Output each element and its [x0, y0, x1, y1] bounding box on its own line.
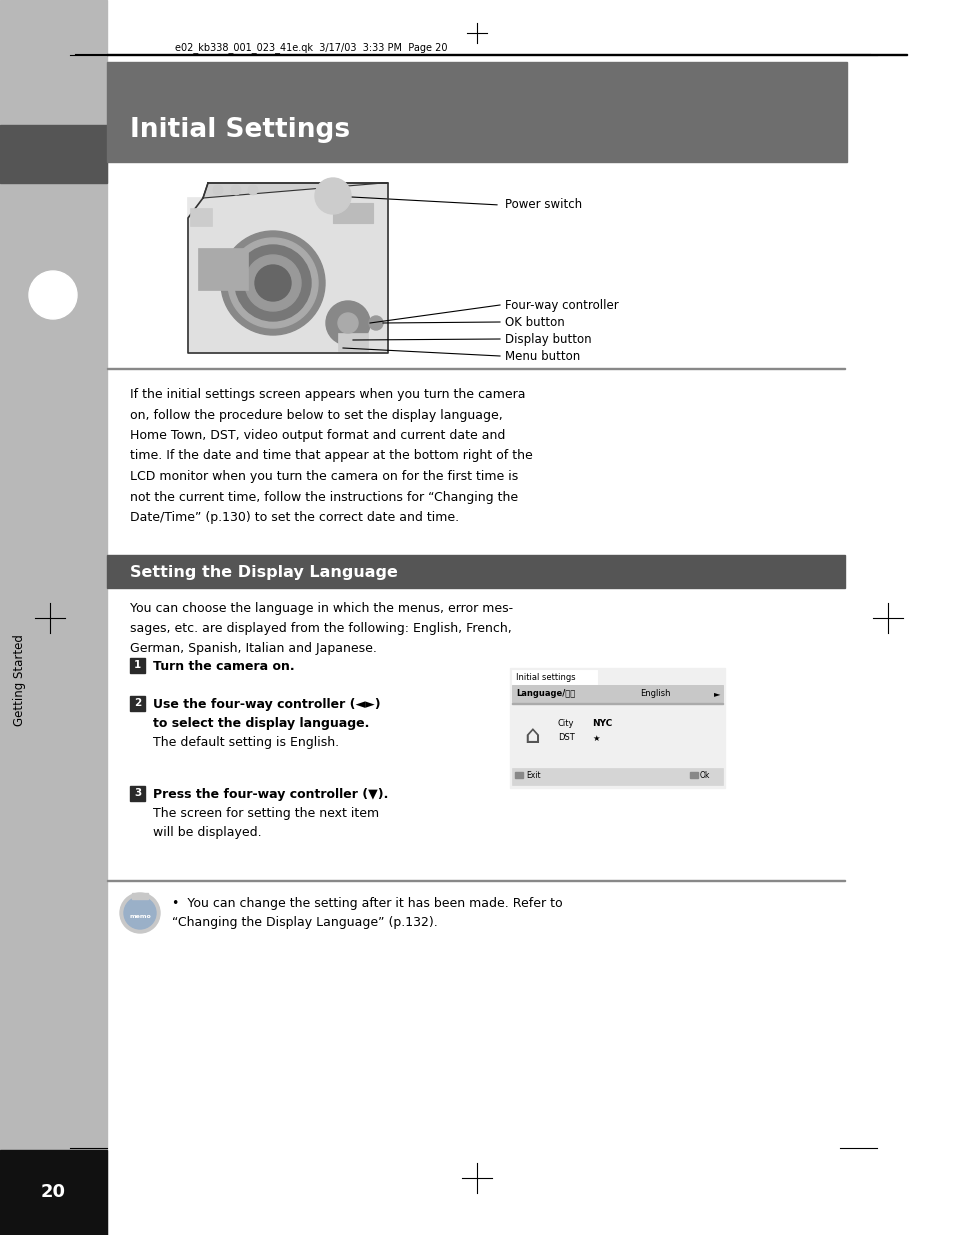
- Text: memo: memo: [129, 914, 151, 920]
- Text: The screen for setting the next item: The screen for setting the next item: [152, 806, 378, 820]
- Text: Display button: Display button: [504, 332, 591, 346]
- Text: If the initial settings screen appears when you turn the camera: If the initial settings screen appears w…: [130, 388, 525, 401]
- Text: •  You can change the setting after it has been made. Refer to: • You can change the setting after it ha…: [172, 897, 562, 910]
- Text: Power switch: Power switch: [504, 199, 581, 211]
- Text: time. If the date and time that appear at the bottom right of the: time. If the date and time that appear a…: [130, 450, 532, 462]
- Bar: [107, 555, 844, 588]
- Text: Setting the Display Language: Setting the Display Language: [130, 564, 397, 579]
- Bar: [0, 0, 107, 1235]
- Text: 1: 1: [133, 661, 141, 671]
- Text: e02_kb338_001_023_41e.qk  3/17/03  3:33 PM  Page 20: e02_kb338_001_023_41e.qk 3/17/03 3:33 PM…: [174, 42, 447, 53]
- Text: “Changing the Display Language” (p.132).: “Changing the Display Language” (p.132).: [172, 916, 437, 929]
- Text: ⌂: ⌂: [523, 724, 539, 748]
- Text: Use the four-way controller (◄►): Use the four-way controller (◄►): [152, 698, 380, 711]
- Bar: [337, 333, 368, 351]
- Bar: [130, 658, 145, 673]
- Bar: [689, 772, 698, 778]
- Circle shape: [29, 270, 77, 319]
- Circle shape: [245, 254, 301, 311]
- Text: ★: ★: [592, 734, 598, 742]
- Bar: [512, 768, 722, 785]
- Bar: [132, 893, 148, 899]
- Text: to select the display language.: to select the display language.: [152, 718, 369, 730]
- Circle shape: [248, 185, 257, 195]
- Text: Ok: Ok: [700, 772, 710, 781]
- Text: You can choose the language in which the menus, error mes-: You can choose the language in which the…: [130, 601, 513, 615]
- Circle shape: [254, 266, 291, 301]
- Text: LCD monitor when you turn the camera on for the first time is: LCD monitor when you turn the camera on …: [130, 471, 517, 483]
- Text: German, Spanish, Italian and Japanese.: German, Spanish, Italian and Japanese.: [130, 642, 376, 655]
- Text: will be displayed.: will be displayed.: [152, 826, 261, 839]
- Text: The default setting is English.: The default setting is English.: [152, 736, 338, 748]
- Polygon shape: [188, 183, 388, 353]
- Text: 20: 20: [40, 1183, 66, 1200]
- Circle shape: [337, 312, 357, 333]
- Bar: [130, 697, 145, 711]
- Text: Home Town, DST, video output format and current date and: Home Town, DST, video output format and …: [130, 429, 505, 442]
- Text: ►: ►: [713, 689, 720, 698]
- Text: 2: 2: [133, 699, 141, 709]
- Text: Menu button: Menu button: [504, 350, 579, 363]
- Bar: [130, 785, 145, 802]
- Text: Initial settings: Initial settings: [516, 673, 575, 682]
- Polygon shape: [203, 183, 388, 198]
- Circle shape: [234, 245, 311, 321]
- Text: sages, etc. are displayed from the following: English, French,: sages, etc. are displayed from the follo…: [130, 622, 511, 635]
- Text: City: City: [558, 719, 574, 727]
- Text: not the current time, follow the instructions for “Changing the: not the current time, follow the instruc…: [130, 490, 517, 504]
- Circle shape: [231, 185, 241, 195]
- Circle shape: [120, 893, 160, 932]
- Bar: [512, 685, 722, 701]
- Bar: [107, 62, 846, 162]
- Text: Press the four-way controller (▼).: Press the four-way controller (▼).: [152, 788, 388, 802]
- Bar: [512, 671, 597, 684]
- Bar: [188, 198, 388, 348]
- Text: Four-way controller: Four-way controller: [504, 299, 618, 311]
- Circle shape: [369, 316, 382, 330]
- Bar: [190, 207, 212, 226]
- Circle shape: [326, 301, 370, 345]
- Text: Exit: Exit: [525, 772, 540, 781]
- Text: Getting Started: Getting Started: [13, 634, 27, 726]
- Text: NYC: NYC: [592, 719, 612, 727]
- Bar: [333, 203, 373, 224]
- Text: Initial Settings: Initial Settings: [130, 117, 350, 143]
- Text: English: English: [639, 689, 670, 698]
- Bar: [510, 668, 724, 788]
- Text: Language/言語: Language/言語: [516, 689, 575, 698]
- Text: on, follow the procedure below to set the display language,: on, follow the procedure below to set th…: [130, 409, 502, 421]
- Text: DST: DST: [558, 734, 574, 742]
- Circle shape: [124, 897, 156, 929]
- Circle shape: [314, 178, 351, 214]
- Circle shape: [213, 185, 223, 195]
- Bar: [198, 248, 248, 290]
- Text: OK button: OK button: [504, 315, 564, 329]
- Circle shape: [228, 238, 317, 329]
- Text: Turn the camera on.: Turn the camera on.: [152, 659, 294, 673]
- Bar: [0, 125, 107, 183]
- Circle shape: [221, 231, 325, 335]
- Text: Date/Time” (p.130) to set the correct date and time.: Date/Time” (p.130) to set the correct da…: [130, 511, 458, 524]
- Bar: [0, 1150, 107, 1235]
- Bar: [515, 772, 522, 778]
- Text: 3: 3: [133, 788, 141, 799]
